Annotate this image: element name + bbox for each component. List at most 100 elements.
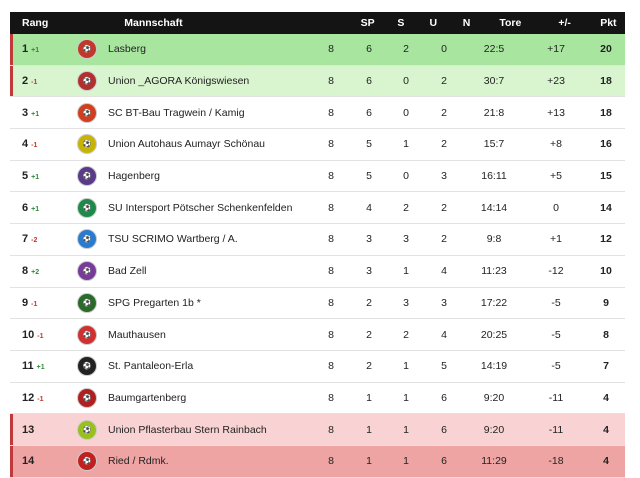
team-name[interactable]: Mauthausen xyxy=(108,328,166,341)
team-name[interactable]: Hagenberg xyxy=(108,170,160,183)
points: 4 xyxy=(603,391,609,404)
team-logo-cell: ⚽ xyxy=(68,197,106,218)
points: 18 xyxy=(600,106,612,119)
table-body: 1 +1 ⚽ Lasberg 8 6 2 0 22:5 +17 20 2 -1 … xyxy=(10,34,625,478)
team-name[interactable]: SC BT-Bau Tragwein / Kamig xyxy=(108,106,245,119)
wins: 5 xyxy=(366,138,372,151)
points: 4 xyxy=(603,423,609,436)
team-name[interactable]: St. Pantaleon-Erla xyxy=(108,360,194,373)
header-rang[interactable]: Rang xyxy=(22,17,49,29)
rank-change: +1 xyxy=(31,174,40,182)
rank-cell: 14 xyxy=(10,455,68,467)
rank-change: +1 xyxy=(31,47,40,55)
team-name[interactable]: Union Autohaus Aumayr Schönau xyxy=(108,138,266,151)
goals: 16:11 xyxy=(481,170,507,183)
header-u[interactable]: U xyxy=(429,17,438,29)
header-tore[interactable]: Tore xyxy=(499,17,522,29)
table-row[interactable]: 5 +1 ⚽ Hagenberg 8 5 0 3 16:11 +5 15 xyxy=(10,161,625,193)
table-row[interactable]: 9 -1 ⚽ SPG Pregarten 1b * 8 2 3 3 17:22 … xyxy=(10,288,625,320)
team-name[interactable]: Union _AGORA Königswiesen xyxy=(108,75,250,88)
team-crest-icon[interactable]: ⚽ xyxy=(77,292,97,313)
games-played: 8 xyxy=(328,106,334,119)
team-crest-icon[interactable]: ⚽ xyxy=(77,229,97,250)
team-crest-icon[interactable]: ⚽ xyxy=(77,71,97,92)
header-s[interactable]: S xyxy=(397,17,405,29)
rank-number: 10 xyxy=(22,328,35,341)
table-row[interactable]: 3 +1 ⚽ SC BT-Bau Tragwein / Kamig 8 6 0 … xyxy=(10,97,625,130)
goals: 17:22 xyxy=(480,296,508,309)
table-row[interactable]: 2 -1 ⚽ Union _AGORA Königswiesen 8 6 0 2… xyxy=(10,65,625,98)
header-n[interactable]: N xyxy=(462,17,471,29)
table-row[interactable]: 1 +1 ⚽ Lasberg 8 6 2 0 22:5 +17 20 xyxy=(10,34,625,66)
rank-change: +2 xyxy=(31,269,40,277)
rank-cell: 13 xyxy=(10,424,68,436)
games-played: 8 xyxy=(328,423,334,436)
team-name[interactable]: SU Intersport Pötscher Schenkenfelden xyxy=(108,201,293,214)
team-name[interactable]: Ried / Rdmk. xyxy=(108,455,169,468)
team-crest-icon[interactable]: ⚽ xyxy=(77,102,97,123)
rank-cell: 3 +1 xyxy=(10,107,68,119)
team-crest-icon[interactable]: ⚽ xyxy=(77,387,97,408)
table-row[interactable]: 7 -2 ⚽ TSU SCRIMO Wartberg / A. 8 3 3 2 … xyxy=(10,224,625,256)
team-crest-icon[interactable]: ⚽ xyxy=(77,356,97,377)
table-row[interactable]: 4 -1 ⚽ Union Autohaus Aumayr Schönau 8 5… xyxy=(10,129,625,161)
wins: 2 xyxy=(366,360,372,373)
header-pkt[interactable]: Pkt xyxy=(600,17,617,29)
header-diff[interactable]: +/- xyxy=(558,17,571,29)
points: 9 xyxy=(603,296,609,309)
team-crest-icon[interactable]: ⚽ xyxy=(77,134,97,155)
team-crest-icon[interactable]: ⚽ xyxy=(77,451,97,472)
team-crest-icon[interactable]: ⚽ xyxy=(77,166,97,187)
losses: 2 xyxy=(441,138,447,151)
table-row[interactable]: 11 +1 ⚽ St. Pantaleon-Erla 8 2 1 5 14:19… xyxy=(10,351,625,383)
team-name[interactable]: TSU SCRIMO Wartberg / A. xyxy=(108,233,238,246)
games-played: 8 xyxy=(328,455,334,468)
games-played: 8 xyxy=(328,360,334,373)
wins: 3 xyxy=(366,265,372,278)
rank-number: 11 xyxy=(22,360,34,373)
rank-number: 5 xyxy=(22,170,29,183)
table-row[interactable]: 10 -1 ⚽ Mauthausen 8 2 2 4 20:25 -5 8 xyxy=(10,319,625,351)
goals: 30:7 xyxy=(483,75,505,88)
team-crest-icon[interactable]: ⚽ xyxy=(77,261,97,282)
draws: 1 xyxy=(403,138,409,151)
goal-difference: -11 xyxy=(548,423,564,436)
losses: 2 xyxy=(441,233,447,246)
rank-number: 14 xyxy=(22,455,35,468)
goal-difference: -18 xyxy=(548,455,564,468)
goals: 22:5 xyxy=(483,43,505,56)
table-row[interactable]: 14 ⚽ Ried / Rdmk. 8 1 1 6 11:29 -18 4 xyxy=(10,445,625,478)
team-name[interactable]: Baumgartenberg xyxy=(108,391,187,404)
points: 12 xyxy=(600,233,612,246)
team-crest-icon[interactable]: ⚽ xyxy=(77,324,97,345)
games-played: 8 xyxy=(328,265,334,278)
team-crest-icon[interactable]: ⚽ xyxy=(77,197,97,218)
losses: 5 xyxy=(441,360,447,373)
rank-change: -1 xyxy=(31,79,38,87)
rank-cell: 10 -1 xyxy=(10,329,68,341)
rank-change: +1 xyxy=(36,364,45,372)
losses: 0 xyxy=(441,43,447,56)
table-row[interactable]: 6 +1 ⚽ SU Intersport Pötscher Schenkenfe… xyxy=(10,192,625,225)
goal-difference: +5 xyxy=(550,170,562,183)
team-name[interactable]: SPG Pregarten 1b * xyxy=(108,296,201,309)
team-name[interactable]: Bad Zell xyxy=(108,265,147,278)
rank-cell: 8 +2 xyxy=(10,265,68,277)
team-crest-icon[interactable]: ⚽ xyxy=(77,419,97,440)
team-logo-cell: ⚽ xyxy=(68,419,106,440)
header-mannschaft[interactable]: Mannschaft xyxy=(124,17,183,29)
table-row[interactable]: 12 -1 ⚽ Baumgartenberg 8 1 1 6 9:20 -11 … xyxy=(10,383,625,415)
points: 20 xyxy=(600,43,612,56)
rank-cell: 11 +1 xyxy=(10,360,68,372)
table-row[interactable]: 13 ⚽ Union Pflasterbau Stern Rainbach 8 … xyxy=(10,414,625,446)
team-name[interactable]: Lasberg xyxy=(108,43,146,56)
goals: 11:29 xyxy=(481,455,507,468)
rank-cell: 4 -1 xyxy=(10,138,68,150)
table-row[interactable]: 8 +2 ⚽ Bad Zell 8 3 1 4 11:23 -12 10 xyxy=(10,256,625,288)
team-name[interactable]: Union Pflasterbau Stern Rainbach xyxy=(108,423,267,436)
wins: 6 xyxy=(366,43,372,56)
header-sp[interactable]: SP xyxy=(360,17,375,29)
rank-number: 4 xyxy=(22,138,29,151)
goals: 9:20 xyxy=(483,423,505,436)
team-crest-icon[interactable]: ⚽ xyxy=(77,39,97,60)
